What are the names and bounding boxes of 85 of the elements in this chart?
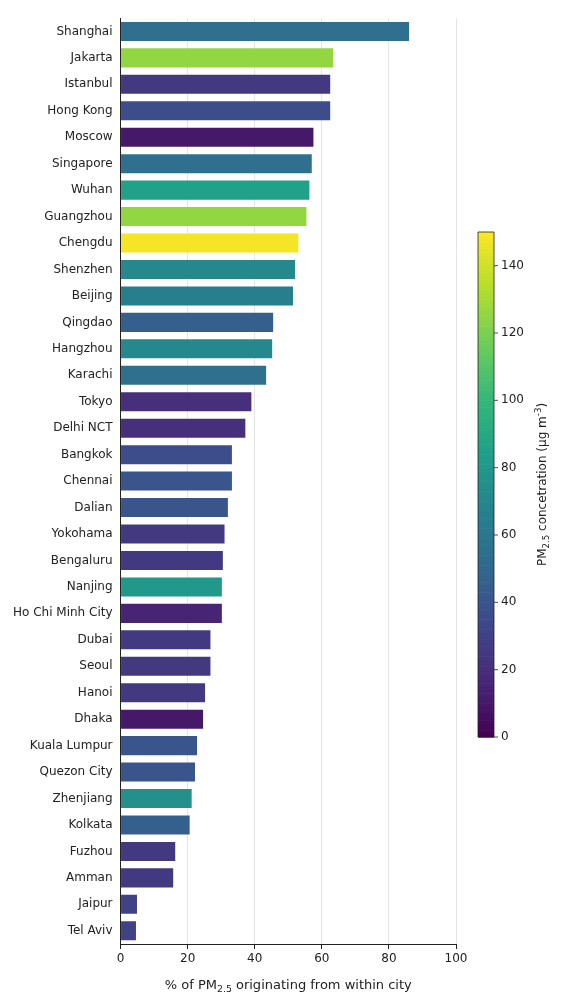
y-tick-label: Shenzhen: [53, 261, 113, 276]
bar: [121, 365, 267, 385]
bar: [121, 21, 410, 41]
x-tick-label: 100: [444, 951, 468, 966]
color-bar-label: 40: [501, 594, 517, 609]
color-bar-label: 0: [501, 729, 509, 744]
bar: [121, 127, 314, 147]
x-tick-label: 0: [116, 951, 125, 966]
x-tick-label: 80: [381, 951, 397, 966]
bar: [121, 736, 198, 756]
bar: [121, 498, 228, 518]
color-bar-label: 100: [501, 392, 524, 407]
y-tick-label: Chengdu: [58, 235, 113, 250]
bar: [121, 339, 273, 359]
bar: [121, 207, 307, 227]
color-bar-label: 80: [501, 459, 517, 474]
bar: [121, 524, 225, 544]
bar: [121, 656, 211, 676]
color-bar-title: PM2.5 concetration (µg m-3): [533, 402, 551, 567]
bar: [121, 74, 331, 94]
y-tick-label: Shanghai: [56, 23, 113, 38]
y-tick-label: Zhenjiang: [52, 790, 113, 805]
bar: [121, 841, 176, 861]
x-tick-label: 60: [314, 951, 330, 966]
y-tick-label: Guangzhou: [44, 208, 113, 223]
y-tick-label: Tokyo: [77, 393, 113, 408]
bar: [121, 233, 299, 253]
bar: [121, 789, 192, 809]
y-tick-label: Bengaluru: [50, 552, 113, 567]
y-tick-label: Tel Aviv: [66, 922, 113, 937]
bar: [121, 921, 136, 941]
bar: [121, 471, 232, 491]
bar: [121, 815, 190, 835]
y-tick-label: Delhi NCT: [53, 420, 114, 435]
y-tick-label: Dubai: [77, 631, 113, 646]
x-tick-label: 40: [247, 951, 263, 966]
y-tick-label: Seoul: [79, 658, 113, 673]
color-bar-label: 60: [501, 527, 517, 542]
color-bar-label: 120: [501, 325, 524, 340]
y-tick-label: Dhaka: [74, 711, 113, 726]
color-bar-label: 20: [501, 661, 517, 676]
bar: [121, 259, 295, 280]
bar: [121, 418, 246, 438]
y-tick-label: Moscow: [64, 129, 113, 144]
bar: [121, 48, 334, 68]
y-tick-label: Jakarta: [69, 50, 113, 64]
bar: [121, 683, 206, 703]
bar: [121, 180, 310, 200]
y-tick-label: Beijing: [71, 288, 113, 303]
y-tick-label: Qingdao: [62, 314, 113, 329]
y-tick-label: Singapore: [52, 155, 113, 170]
bar: [121, 101, 331, 121]
bar: [121, 154, 312, 174]
bar: [121, 709, 204, 729]
y-tick-label: Ho Chi Minh City: [13, 605, 113, 620]
y-tick-label: Amman: [66, 870, 113, 884]
y-tick-label: Bangkok: [60, 446, 113, 461]
y-tick-label: Hanoi: [77, 684, 113, 699]
bar: [121, 392, 252, 412]
y-tick-label: Fuzhou: [69, 843, 113, 858]
bar: [121, 312, 274, 332]
bar: [121, 286, 293, 306]
y-tick-label: Dalian: [74, 499, 113, 514]
y-tick-label: Chennai: [63, 473, 113, 488]
bar: [121, 603, 222, 623]
y-tick-label: Karachi: [67, 367, 113, 382]
bar: [121, 577, 222, 597]
y-tick-label: Hangzhou: [52, 340, 113, 355]
bar: [121, 630, 211, 650]
color-bar-label: 140: [501, 257, 524, 272]
y-tick-label: Kolkata: [68, 817, 113, 832]
y-tick-label: Nanjing: [66, 579, 113, 594]
y-tick-label: Quezon City: [39, 764, 113, 779]
y-tick-label: Istanbul: [64, 76, 113, 91]
x-tick-label: 20: [180, 951, 196, 966]
bar: [121, 894, 137, 914]
bar: [121, 762, 196, 782]
y-tick-label: Yokohama: [50, 526, 113, 541]
bar: [121, 550, 223, 570]
y-tick-label: Wuhan: [70, 182, 113, 197]
y-tick-label: Jaipur: [77, 896, 113, 911]
y-tick-label: Kuala Lumpur: [29, 737, 113, 752]
bar: [121, 868, 174, 888]
bar: [121, 445, 232, 465]
y-tick-label: Hong Kong: [47, 102, 113, 117]
